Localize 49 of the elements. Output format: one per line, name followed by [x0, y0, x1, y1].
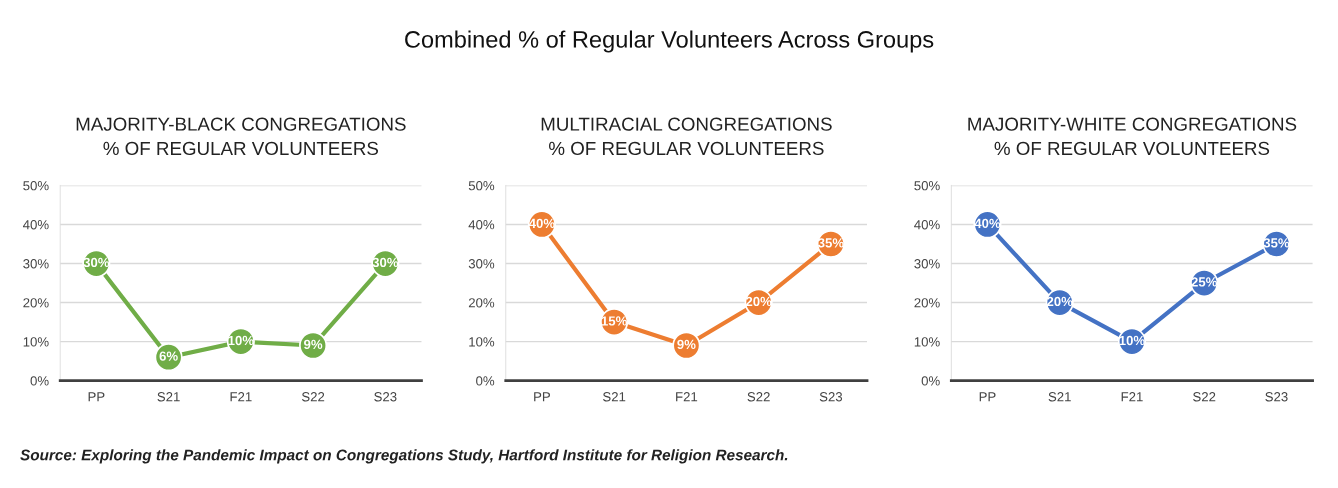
x-tick-label: PP [88, 392, 105, 402]
y-tick-label: 10% [23, 337, 49, 347]
data-label: 15% [601, 316, 627, 326]
x-tick-label: S22 [747, 392, 770, 402]
text: Combined % of Regular Volunteers Across Groups [405, 30, 934, 53]
data-label: 20% [1046, 296, 1073, 307]
chart-title: MULTIRACIAL CONGREGATIONS % OF REGULAR VOLUNTEERS [541, 117, 832, 156]
data-label: 40% [974, 218, 1001, 229]
data-label: 6% [159, 351, 178, 361]
y-tick-label: 10% [914, 337, 940, 347]
x-tick-label: F21 [1121, 392, 1143, 402]
x-tick-label: F21 [230, 392, 252, 402]
y-tick-label: 20% [468, 298, 495, 308]
y-tick-label: 40% [22, 220, 49, 230]
data-label: 35% [1263, 238, 1290, 248]
x-tick-label: S21 [1048, 392, 1071, 402]
x-tick-label: S23 [819, 392, 843, 402]
y-tick-label: 30% [914, 259, 940, 269]
x-tick-label: S23 [374, 392, 397, 402]
data-label: 9% [677, 339, 696, 350]
y-tick-label: 0% [476, 376, 495, 386]
y-tick-label: 20% [23, 298, 49, 308]
data-label: 25% [1191, 277, 1218, 287]
data-label: 30% [83, 257, 110, 268]
y-tick-label: 40% [468, 220, 495, 230]
x-tick-label: PP [534, 392, 550, 402]
data-label: 30% [372, 257, 399, 268]
y-tick-label: 0% [921, 376, 940, 386]
x-tick-label: F21 [676, 392, 698, 402]
chart-title: MAJORITY-WHITE CONGREGATIONS % OF REGULAR VOLUNTEERS [968, 117, 1297, 156]
y-tick-label: 40% [914, 220, 940, 230]
source-note: Source: Exploring the Pandemic Impact on Congregations Study, Hartford Institute for Religion Research. [20, 449, 788, 464]
y-tick-label: 20% [914, 298, 940, 308]
y-tick-label: 50% [914, 181, 940, 191]
x-tick-label: PP [979, 392, 996, 402]
x-tick-label: S21 [603, 392, 626, 402]
chart-title: MAJORITY-BLACK CONGREGATIONS % OF REGULAR VOLUNTEERS [76, 117, 406, 156]
data-label: 9% [304, 339, 323, 350]
x-tick-label: S23 [1265, 392, 1288, 402]
y-tick-label: 50% [468, 181, 495, 191]
x-tick-label: S22 [1193, 392, 1216, 402]
data-label: 20% [745, 296, 772, 307]
x-tick-label: S22 [301, 392, 325, 402]
y-tick-label: 10% [469, 337, 495, 347]
x-tick-label: S21 [157, 392, 180, 402]
y-tick-label: 0% [30, 376, 49, 386]
y-tick-label: 50% [23, 181, 49, 191]
y-tick-label: 30% [23, 259, 49, 269]
y-tick-label: 30% [468, 259, 495, 269]
